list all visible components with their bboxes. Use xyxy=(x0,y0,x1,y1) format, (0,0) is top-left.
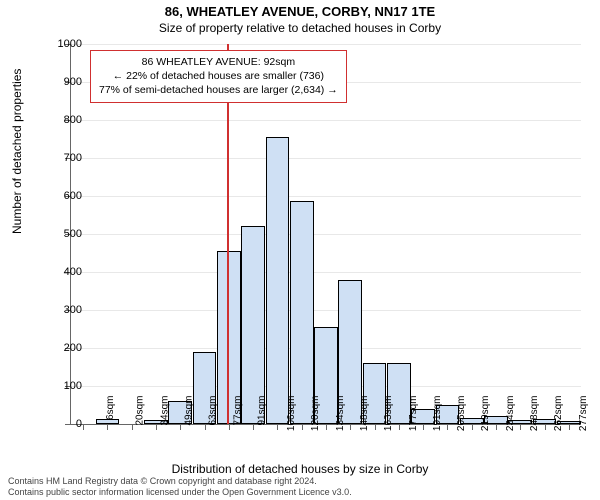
histogram-bar xyxy=(241,226,265,424)
grid-line xyxy=(71,234,581,235)
x-tick-label: 91sqm xyxy=(256,396,267,426)
y-tick-label: 1000 xyxy=(42,38,82,50)
x-tick-label: 49sqm xyxy=(184,396,195,426)
x-tick xyxy=(132,424,133,430)
x-tick-label: 106sqm xyxy=(286,396,297,432)
x-tick-label: 219sqm xyxy=(481,396,492,432)
y-tick-label: 100 xyxy=(42,380,82,392)
x-tick xyxy=(326,424,327,430)
annotation-line: 86 WHEATLEY AVENUE: 92sqm xyxy=(99,55,338,69)
grid-line xyxy=(71,272,581,273)
x-tick-label: 63sqm xyxy=(208,396,219,426)
x-tick-label: 163sqm xyxy=(383,396,394,432)
x-tick-label: 77sqm xyxy=(232,396,243,426)
x-tick-label: 248sqm xyxy=(529,396,540,432)
x-tick xyxy=(520,424,521,430)
chart-title-sub: Size of property relative to detached ho… xyxy=(0,21,600,35)
x-tick xyxy=(107,424,108,430)
x-tick xyxy=(496,424,497,430)
grid-line xyxy=(71,120,581,121)
x-tick xyxy=(83,424,84,430)
x-tick-label: 262sqm xyxy=(553,396,564,432)
x-tick xyxy=(156,424,157,430)
x-tick xyxy=(423,424,424,430)
x-tick xyxy=(253,424,254,430)
footer-attribution: Contains HM Land Registry data © Crown c… xyxy=(8,476,352,499)
grid-line xyxy=(71,196,581,197)
y-tick-label: 900 xyxy=(42,76,82,88)
x-tick xyxy=(472,424,473,430)
annotation-line: 77% of semi-detached houses are larger (… xyxy=(99,83,338,97)
x-tick xyxy=(205,424,206,430)
annotation-box: 86 WHEATLEY AVENUE: 92sqm← 22% of detach… xyxy=(90,50,347,103)
annotation-line: ← 22% of detached houses are smaller (73… xyxy=(99,69,338,83)
y-tick-label: 800 xyxy=(42,114,82,126)
y-tick-label: 0 xyxy=(42,418,82,430)
y-tick-label: 300 xyxy=(42,304,82,316)
histogram-bar xyxy=(290,201,314,424)
x-tick xyxy=(180,424,181,430)
x-tick xyxy=(302,424,303,430)
footer-line-1: Contains HM Land Registry data © Crown c… xyxy=(8,476,352,487)
histogram-bar xyxy=(266,137,290,424)
y-tick-label: 200 xyxy=(42,342,82,354)
x-tick-label: 277sqm xyxy=(578,396,589,432)
x-tick xyxy=(545,424,546,430)
x-tick xyxy=(277,424,278,430)
x-tick-label: 6sqm xyxy=(105,396,116,420)
x-tick-label: 191sqm xyxy=(432,396,443,432)
x-tick xyxy=(569,424,570,430)
chart-title-main: 86, WHEATLEY AVENUE, CORBY, NN17 1TE xyxy=(0,4,600,19)
x-tick-label: 34sqm xyxy=(159,396,170,426)
x-tick-label: 134sqm xyxy=(335,396,346,432)
x-tick-label: 20sqm xyxy=(135,396,146,426)
y-tick-label: 400 xyxy=(42,266,82,278)
x-tick-label: 120sqm xyxy=(311,396,322,432)
grid-line xyxy=(71,158,581,159)
x-tick xyxy=(350,424,351,430)
x-tick xyxy=(375,424,376,430)
y-tick-label: 600 xyxy=(42,190,82,202)
y-tick-label: 500 xyxy=(42,228,82,240)
x-tick xyxy=(399,424,400,430)
x-tick-label: 234sqm xyxy=(505,396,516,432)
x-axis-label: Distribution of detached houses by size … xyxy=(0,462,600,476)
x-tick-label: 148sqm xyxy=(359,396,370,432)
footer-line-2: Contains public sector information licen… xyxy=(8,487,352,498)
x-tick xyxy=(447,424,448,430)
grid-line xyxy=(71,310,581,311)
y-tick-label: 700 xyxy=(42,152,82,164)
x-tick xyxy=(229,424,230,430)
x-tick-label: 205sqm xyxy=(456,396,467,432)
grid-line xyxy=(71,44,581,45)
x-tick-label: 177sqm xyxy=(408,396,419,432)
y-axis-label: Number of detached properties xyxy=(10,69,24,234)
